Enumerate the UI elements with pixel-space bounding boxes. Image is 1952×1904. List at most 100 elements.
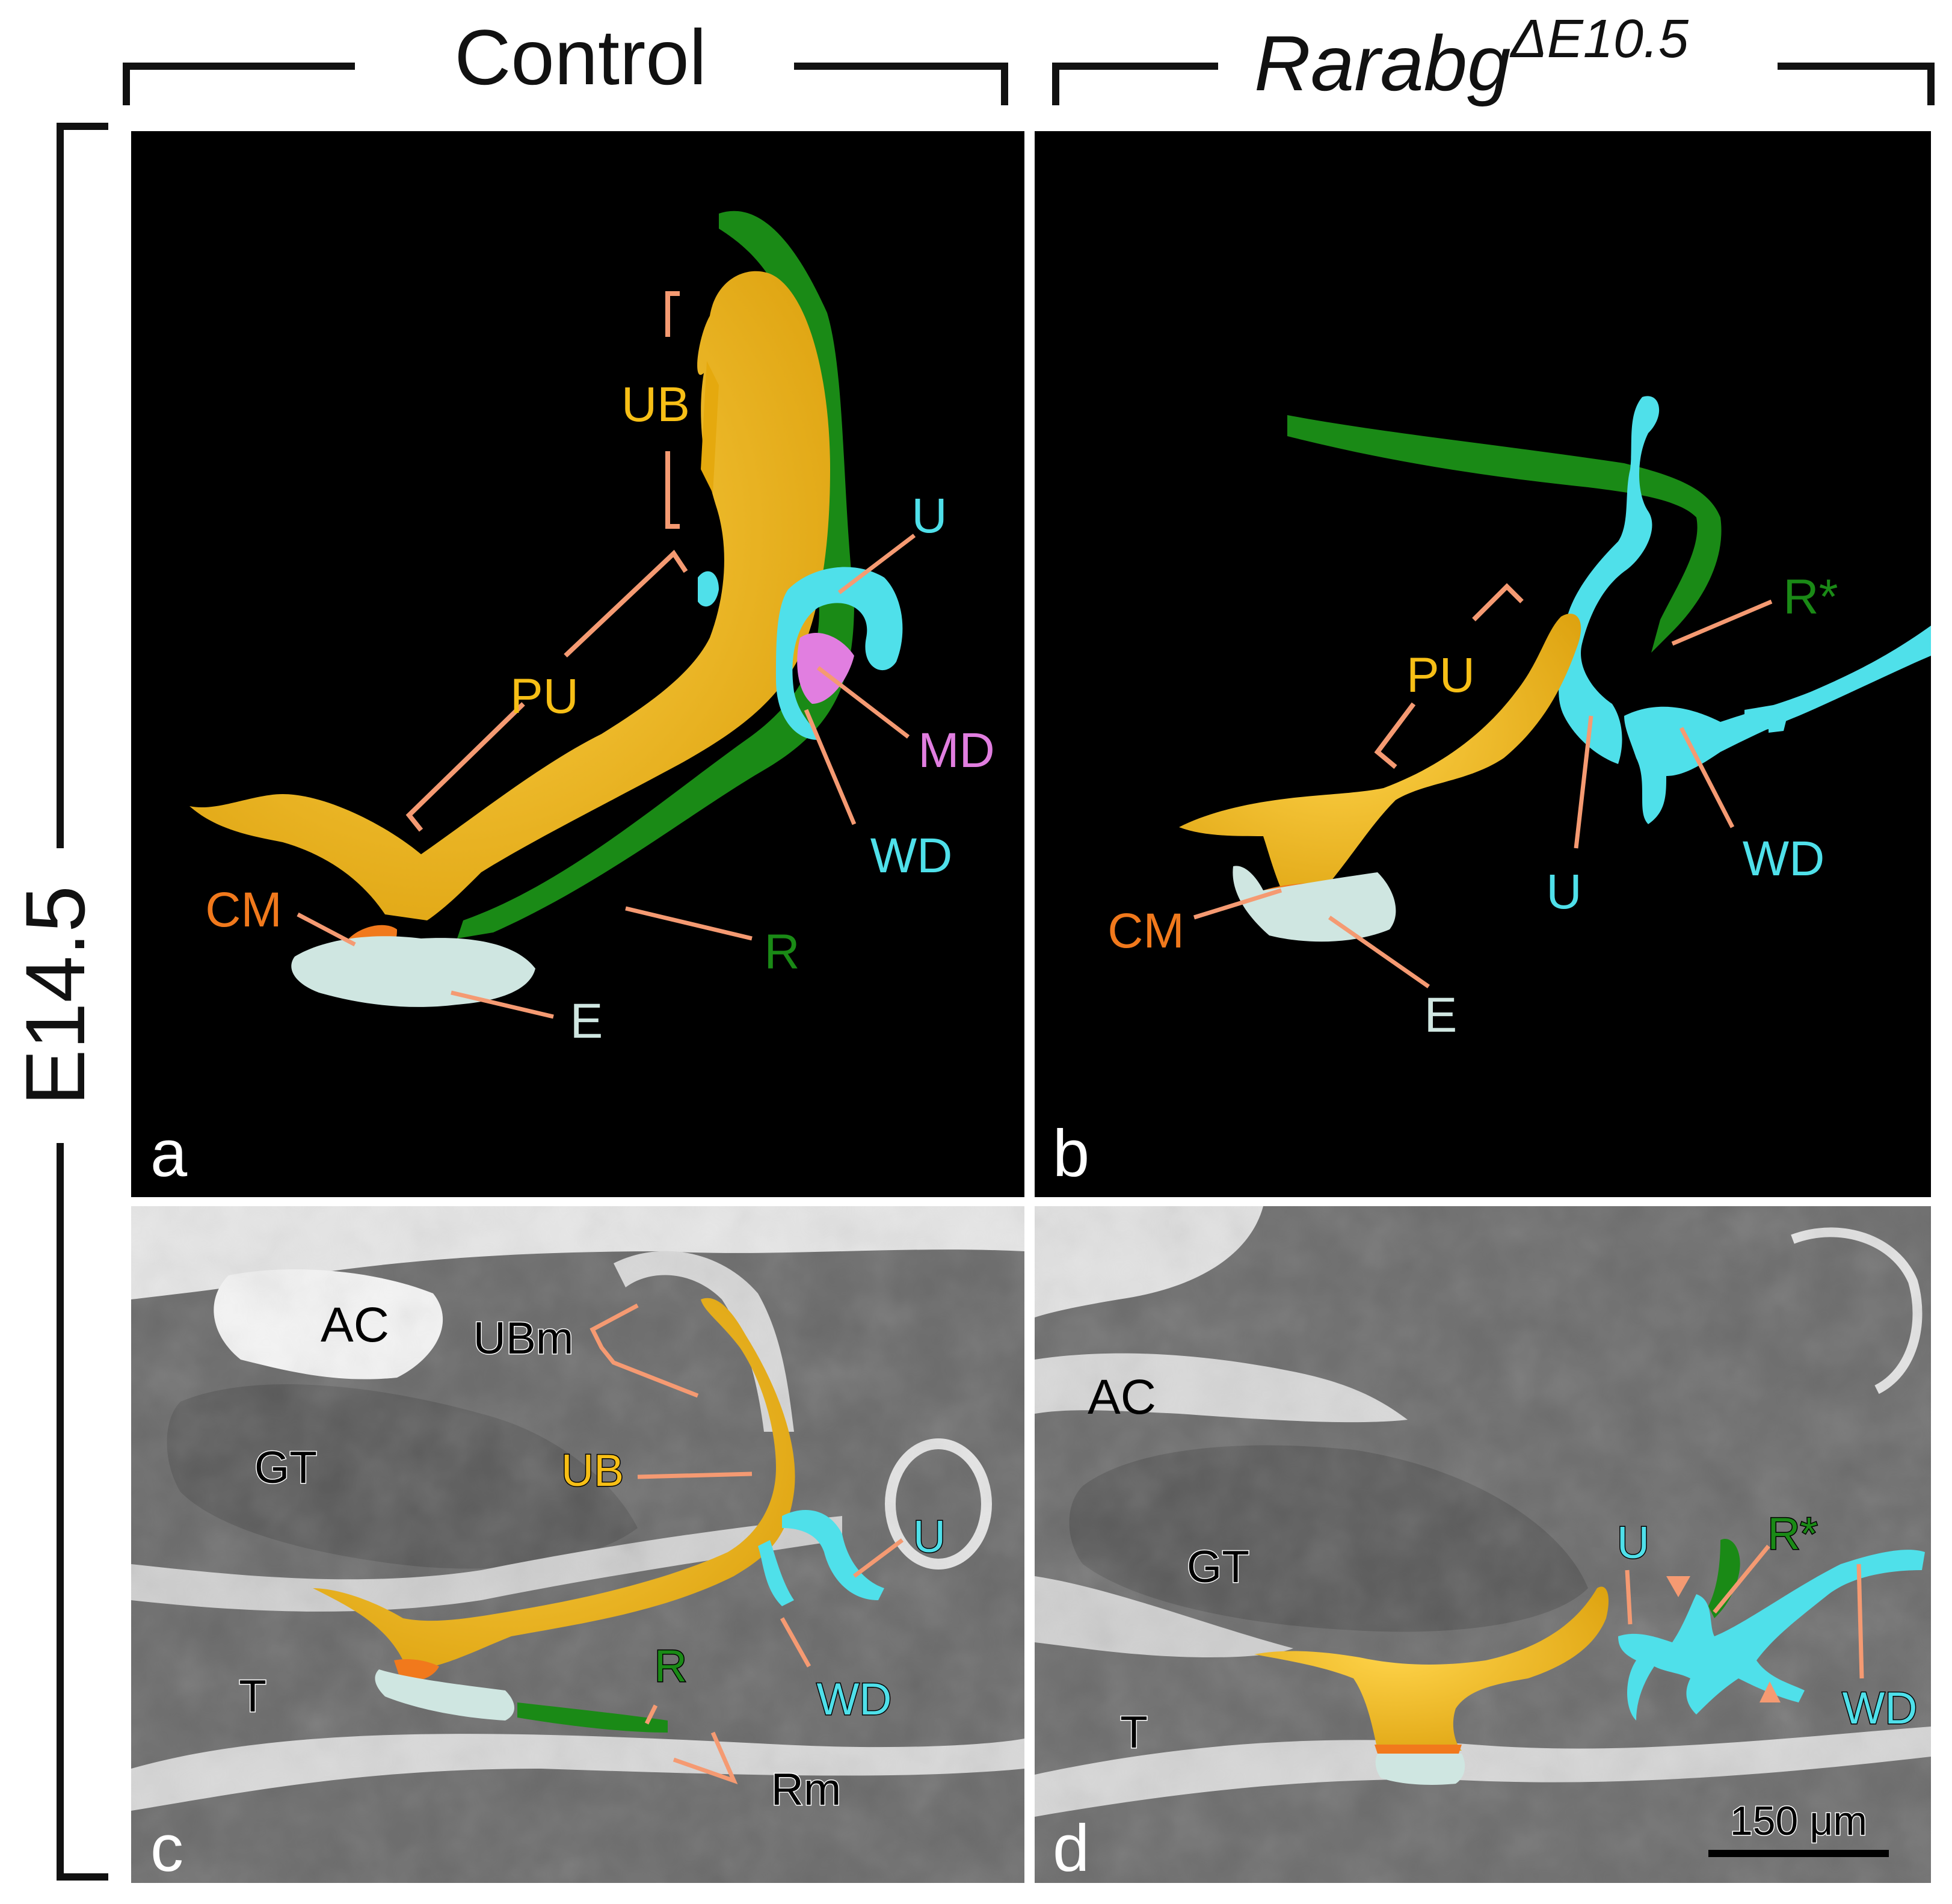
panel-b-leader-cm: [1193, 888, 1282, 920]
panel-c-leader-u: [852, 1538, 904, 1578]
panel-b-ureteric-bud: [1179, 614, 1581, 902]
panel-b-letter: b: [1053, 1117, 1089, 1191]
panel-b-label-pu: PU: [1406, 648, 1475, 703]
panel-c-label-r: R: [654, 1641, 687, 1691]
side-label: E14.5: [8, 886, 102, 1106]
panel-d-wolffian-duct: [1618, 1550, 1925, 1721]
panel-b-ureter: [1559, 396, 1660, 764]
panel-a-mullerian-duct: [797, 632, 854, 704]
panel-a-wolffian-duct: [776, 567, 903, 740]
panel-c-wolffian-duct: [758, 1540, 794, 1606]
panel-c-label-wd: WD: [817, 1674, 892, 1724]
panel-d-label-gt: GT: [1187, 1541, 1249, 1592]
panel-c-letter: c: [150, 1811, 183, 1885]
panel-c: AC UBm GT UB U T R WD Rm c: [131, 1206, 1024, 1885]
panel-d-leader-u: [1625, 1570, 1633, 1625]
panel-c-leader-wd: [780, 1617, 811, 1668]
panel-b-leader-e: [1328, 916, 1430, 988]
panel-c-label-ubm: UBm: [473, 1313, 574, 1363]
panel-c-label-u: U: [913, 1511, 946, 1562]
panel-a: UB U PU MD WD CM R E a: [131, 131, 1024, 1197]
panel-b-background: [1035, 131, 1931, 1197]
panel-b: R* PU CM U WD E b: [1035, 131, 1931, 1197]
panel-a-leader-e: [451, 990, 554, 1019]
control-bracket: [123, 63, 1008, 105]
panel-c-cloacal-membrane: [394, 1659, 439, 1681]
panel-d-epithelium: [1375, 1754, 1465, 1785]
panel-a-label-md: MD: [918, 723, 995, 778]
panel-a-leader-r: [625, 906, 753, 941]
panel-a-ureteric-bud: [189, 271, 830, 920]
panel-a-leader-u: [837, 534, 916, 594]
panel-c-rectum: [517, 1702, 668, 1733]
panel-d-leader-r: [1713, 1544, 1770, 1614]
panel-d-ureteric-bud: [1254, 1586, 1609, 1751]
panel-a-pu-bracket: [405, 549, 688, 832]
panel-a-letter: a: [150, 1117, 188, 1191]
panel-b-leader-r: [1671, 599, 1773, 646]
panel-d-arrowhead-top: [1666, 1576, 1690, 1597]
panel-a-label-u: U: [911, 488, 947, 543]
control-title: Control: [454, 13, 706, 101]
side-bracket: [57, 123, 108, 1881]
panel-a-epithelium: [291, 936, 535, 1007]
panel-b-pu-bracket: [1374, 583, 1524, 769]
panel-b-wolffian-duct: [1624, 626, 1931, 824]
panel-b-rectum: [1287, 415, 1722, 653]
panel-d-label-wd: WD: [1843, 1683, 1918, 1733]
panel-a-label-wd: WD: [870, 828, 953, 883]
panel-c-leader-r: [644, 1704, 658, 1725]
panel-d-arrowhead-bottom: [1760, 1681, 1781, 1702]
panel-b-leader-wd: [1679, 727, 1735, 828]
panel-a-label-ub: UB: [621, 377, 690, 432]
mutant-title: RarabgΔE10.5: [1254, 9, 1689, 107]
mutant-bracket: [1052, 63, 1935, 105]
panel-a-rectum: [457, 211, 854, 939]
panel-b-label-wd: WD: [1743, 831, 1825, 886]
panel-b-leader-u: [1574, 715, 1593, 849]
panel-b-label-r-star: R*: [1783, 570, 1838, 624]
panel-c-label-ub: UB: [561, 1445, 624, 1496]
mutant-title-sup: ΔE10.5: [1509, 9, 1689, 69]
panel-d-label-t: T: [1120, 1707, 1148, 1757]
panel-c-epithelium: [375, 1669, 514, 1721]
panel-a-leader-cm: [297, 912, 356, 947]
panel-c-rm-bracket: [673, 1731, 738, 1784]
panel-a-ureteric-bud-side: [701, 361, 719, 493]
panel-b-label-u: U: [1546, 864, 1581, 919]
panel-c-noise: [131, 1206, 1024, 1883]
panel-c-label-gt: GT: [254, 1442, 317, 1493]
panel-b-wd-branch: [1744, 704, 1787, 734]
panel-c-label-ac: AC: [321, 1298, 389, 1352]
panel-b-epithelium: [1233, 866, 1396, 942]
panel-d-scale-bar: [1708, 1850, 1889, 1857]
panel-a-leader-md: [816, 666, 910, 739]
panel-c-ureteric-bud: [313, 1298, 795, 1666]
panel-d-cloacal-membrane: [1375, 1745, 1462, 1754]
panel-c-label-rm: Rm: [771, 1764, 842, 1814]
panel-d-scale-label: 150 μm: [1730, 1798, 1867, 1844]
panel-d-label-ac: AC: [1088, 1370, 1156, 1425]
panel-d-label-r-star: R*: [1767, 1508, 1817, 1559]
panel-a-label-e: E: [570, 994, 603, 1049]
panel-a-leader-wd: [804, 709, 857, 825]
panel-d-rectum: [1708, 1539, 1740, 1618]
panel-d-letter: d: [1053, 1811, 1089, 1885]
panel-a-ureter-small: [698, 571, 719, 607]
panel-a-label-cm: CM: [205, 883, 282, 937]
panel-d: AC GT U R* T WD 150 μm d: [1035, 1206, 1931, 1885]
panel-a-ub-bracket: [665, 291, 680, 529]
panel-c-ubm-bracket: [590, 1303, 699, 1398]
panel-d-noise: [1035, 1206, 1931, 1883]
panel-c-leader-ub: [637, 1471, 753, 1479]
panel-a-label-pu: PU: [510, 669, 579, 724]
panel-d-leader-wd: [1856, 1564, 1864, 1679]
panel-b-label-cm: CM: [1107, 904, 1184, 958]
panel-d-label-u: U: [1617, 1517, 1649, 1568]
panel-a-label-r: R: [764, 925, 799, 979]
mutant-title-base: Rarabg: [1254, 19, 1510, 107]
header: Control RarabgΔE10.5: [123, 9, 1935, 107]
panel-c-ureter: [782, 1510, 884, 1600]
panel-c-label-t: T: [239, 1671, 266, 1721]
